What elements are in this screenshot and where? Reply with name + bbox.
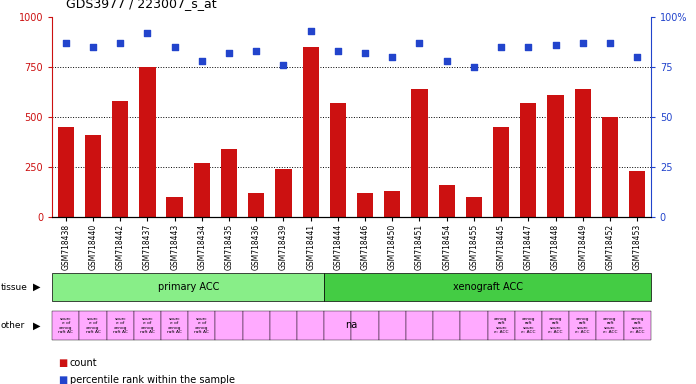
Text: GDS3977 / 223007_s_at: GDS3977 / 223007_s_at (66, 0, 216, 10)
Text: sourc
e of
xenog
raft AC: sourc e of xenog raft AC (194, 316, 209, 334)
Point (631, 54, 642, 60)
Text: xenog
raft
sourc
e: ACC: xenog raft sourc e: ACC (630, 316, 644, 334)
Text: count: count (70, 358, 97, 368)
Bar (596, 311, 624, 340)
Point (360, 50, 371, 56)
Text: xenog
raft
sourc
e: ACC: xenog raft sourc e: ACC (603, 316, 617, 334)
Point (278, 62, 289, 68)
Bar (139, 67, 156, 217)
Bar (542, 311, 569, 340)
Point (305, 28, 316, 34)
Bar (379, 311, 406, 340)
Text: na: na (345, 320, 358, 331)
Text: ▶: ▶ (33, 320, 41, 331)
Text: percentile rank within the sample: percentile rank within the sample (70, 375, 235, 384)
Bar (438, 185, 455, 217)
Bar (161, 311, 188, 340)
Text: sourc
e of
xenog
raft AC: sourc e of xenog raft AC (140, 316, 155, 334)
Point (441, 58, 452, 64)
Bar (85, 135, 101, 217)
Bar (221, 149, 237, 217)
Bar (357, 193, 373, 217)
Bar (547, 95, 564, 217)
Text: sourc
e of
xenog
raft AC: sourc e of xenog raft AC (167, 316, 182, 334)
Point (142, 30, 153, 36)
Text: xenog
raft
sourc
e: ACC: xenog raft sourc e: ACC (548, 316, 563, 334)
Point (496, 44, 507, 50)
Point (223, 50, 235, 56)
Bar (487, 311, 515, 340)
Point (115, 40, 126, 46)
Bar (493, 127, 509, 217)
Point (414, 40, 425, 46)
Bar (624, 311, 651, 340)
Bar (515, 311, 542, 340)
Point (523, 44, 534, 50)
Bar (79, 311, 106, 340)
Bar (193, 163, 210, 217)
Point (577, 40, 588, 46)
Point (61, 40, 72, 46)
Bar (569, 311, 596, 340)
Text: ■: ■ (58, 358, 67, 368)
Bar (112, 101, 128, 217)
Bar (166, 197, 183, 217)
Bar (58, 127, 74, 217)
Text: xenog
raft
sourc
e: ACC: xenog raft sourc e: ACC (494, 316, 508, 334)
Bar (466, 197, 482, 217)
Text: other: other (1, 321, 25, 330)
Text: primary ACC: primary ACC (157, 282, 219, 292)
Point (387, 54, 398, 60)
Bar (324, 273, 651, 301)
Text: ▶: ▶ (33, 282, 41, 292)
Text: sourc
e of
xenog
raft AC: sourc e of xenog raft AC (113, 316, 127, 334)
Bar (216, 311, 243, 340)
Bar (243, 311, 270, 340)
Text: xenog
raft
sourc
e: ACC: xenog raft sourc e: ACC (521, 316, 536, 334)
Bar (270, 311, 297, 340)
Bar (52, 311, 79, 340)
Text: tissue: tissue (1, 283, 28, 291)
Bar (351, 311, 379, 340)
Text: ■: ■ (58, 375, 67, 384)
Bar (297, 311, 324, 340)
Text: xenograft ACC: xenograft ACC (452, 282, 523, 292)
Bar (324, 311, 351, 340)
Point (332, 48, 343, 54)
Bar (303, 47, 319, 217)
Text: sourc
e of
xenog
raft AC: sourc e of xenog raft AC (86, 316, 100, 334)
Point (604, 40, 615, 46)
Bar (411, 89, 427, 217)
Bar (602, 117, 618, 217)
Bar (106, 311, 134, 340)
Bar (384, 191, 400, 217)
Bar (460, 311, 487, 340)
Point (88, 44, 99, 50)
Point (550, 42, 561, 48)
Bar (52, 273, 324, 301)
Text: sourc
e of
xenog
raft AC: sourc e of xenog raft AC (58, 316, 73, 334)
Bar (276, 169, 292, 217)
Bar (520, 103, 537, 217)
Bar (134, 311, 161, 340)
Bar (248, 193, 264, 217)
Point (169, 44, 180, 50)
Bar (629, 171, 645, 217)
Point (468, 64, 480, 70)
Point (251, 48, 262, 54)
Bar (433, 311, 460, 340)
Bar (575, 89, 591, 217)
Bar (406, 311, 433, 340)
Point (196, 58, 207, 64)
Bar (188, 311, 216, 340)
Bar (330, 103, 346, 217)
Text: xenog
raft
sourc
e: ACC: xenog raft sourc e: ACC (576, 316, 590, 334)
